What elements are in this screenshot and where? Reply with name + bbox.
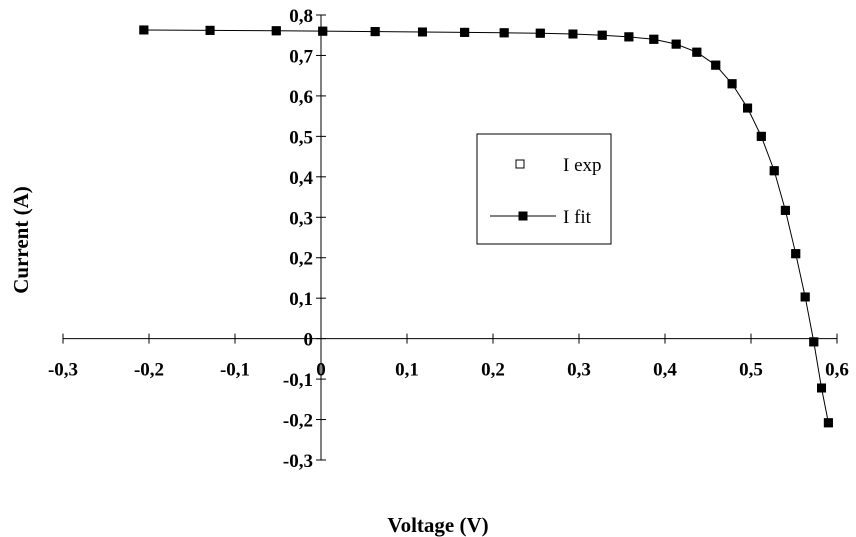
data-point-i-fit	[800, 292, 810, 302]
series-line-i-fit	[143, 29, 829, 423]
y-tick-label: 0,1	[289, 289, 313, 310]
data-point-i-fit	[817, 383, 827, 393]
y-axis-ticks: -0,3-0,2-0,100,10,20,30,40,50,60,70,8	[283, 6, 326, 472]
data-point-i-fit	[370, 27, 380, 37]
data-point-i-fit	[271, 26, 281, 36]
data-point-i-fit	[809, 337, 819, 347]
y-tick-label: -0,1	[283, 370, 313, 391]
legend-entry-i-fit: I fit	[490, 207, 592, 228]
data-point-i-fit	[460, 27, 470, 37]
y-tick-label: 0,3	[289, 208, 313, 229]
y-tick-label: 0,8	[289, 6, 313, 27]
legend-label-i-exp: I exp	[563, 155, 602, 176]
y-tick-label: 0,5	[289, 127, 313, 148]
data-point-i-fit	[671, 39, 681, 49]
x-tick-label: 0,2	[481, 360, 505, 381]
x-axis-ticks: -0,3 -0,2 -0,1 0 0,1 0,2 0,3 0,4 0,5 0,6	[48, 333, 849, 381]
x-axis-title: Voltage (V)	[387, 513, 488, 537]
data-point-i-fit	[769, 166, 779, 176]
legend-filled-square-marker	[518, 211, 528, 221]
series-layer	[139, 25, 833, 428]
legend-open-square-marker	[515, 159, 525, 169]
x-tick-label: 0,4	[653, 360, 677, 381]
data-point-i-fit	[597, 30, 607, 40]
data-point-i-fit	[649, 34, 659, 44]
y-axis-title: Current (A)	[9, 186, 33, 294]
data-point-i-fit	[499, 28, 509, 38]
data-point-i-fit	[205, 25, 215, 35]
data-point-i-fit	[756, 131, 766, 141]
x-tick-label: 0,5	[739, 360, 763, 381]
x-tick-label: -0,2	[134, 360, 164, 381]
x-tick-label: 0,3	[567, 360, 591, 381]
x-tick-label: 0	[316, 360, 326, 381]
data-point-i-fit	[318, 26, 328, 36]
data-point-i-fit	[139, 25, 149, 35]
x-tick-label: -0,3	[48, 360, 78, 381]
legend-box	[476, 133, 612, 245]
y-tick-label: 0,4	[289, 168, 313, 189]
y-tick-label: 0,7	[289, 46, 313, 67]
data-point-i-fit	[727, 79, 737, 89]
legend-entry-i-exp: I exp	[515, 155, 602, 176]
y-tick-label: 0,2	[289, 249, 313, 270]
data-point-i-fit	[535, 28, 545, 38]
x-tick-label: -0,1	[220, 360, 250, 381]
x-tick-label: 0,6	[825, 360, 849, 381]
axes	[63, 15, 837, 460]
legend-label-i-fit: I fit	[563, 207, 592, 228]
data-point-i-fit	[568, 29, 578, 39]
y-tick-label: 0,6	[289, 87, 313, 108]
series-i-fit	[139, 25, 833, 428]
data-point-i-fit	[823, 418, 833, 428]
y-tick-label: -0,2	[283, 411, 313, 432]
data-point-i-fit	[711, 60, 721, 70]
data-point-i-fit	[417, 27, 427, 37]
data-point-i-fit	[624, 32, 634, 42]
x-tick-label: 0,1	[395, 360, 419, 381]
legend: I exp I fit	[476, 133, 612, 245]
data-point-i-fit	[791, 249, 801, 259]
y-tick-label: -0,3	[283, 451, 313, 472]
y-tick-label: 0	[304, 330, 314, 351]
data-point-i-fit	[692, 47, 702, 57]
data-point-i-fit	[780, 205, 790, 215]
data-point-i-fit	[743, 103, 753, 113]
